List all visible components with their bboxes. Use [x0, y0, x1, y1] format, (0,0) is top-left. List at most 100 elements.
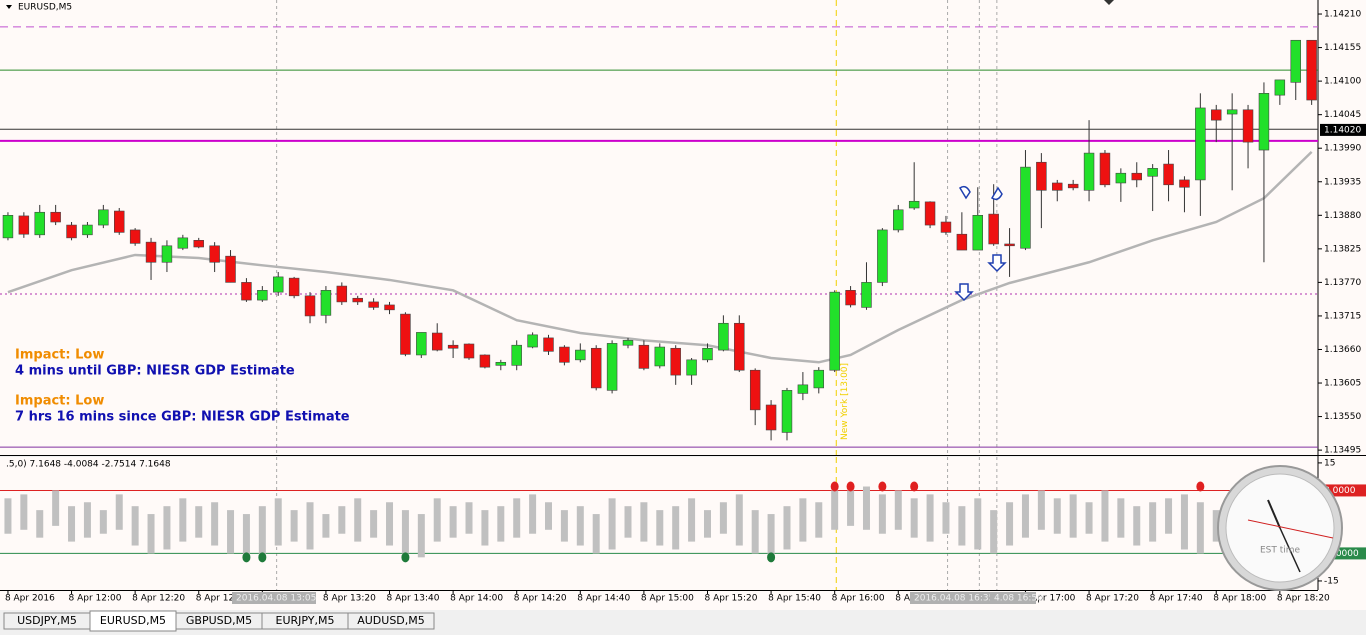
candle-body	[654, 346, 666, 367]
candle-body	[66, 224, 77, 239]
osc-bar	[878, 494, 886, 534]
cursor-label: 4.08 16:50	[994, 594, 1043, 604]
menu-triangle[interactable]	[6, 5, 12, 9]
osc-bar	[1069, 494, 1077, 538]
candle-body	[670, 347, 681, 376]
candle-body	[1195, 107, 1206, 181]
osc-signal	[1196, 481, 1205, 492]
clock-hand	[1279, 527, 1301, 573]
candle-body	[209, 245, 220, 263]
clock: EST time	[1217, 465, 1343, 591]
osc-bar	[20, 494, 28, 530]
osc-bar	[497, 506, 505, 542]
osc-signal	[401, 552, 410, 563]
candle-body	[447, 344, 459, 349]
clock-label: EST time	[1260, 546, 1301, 556]
candle-body	[288, 277, 300, 297]
candle-body	[1290, 39, 1301, 83]
tab-label[interactable]: GBPUSD,M5	[186, 614, 252, 627]
news-event: 4 mins until GBP: NIESR GDP Estimate	[15, 364, 295, 379]
osc-bar	[227, 510, 235, 554]
candle-body	[559, 346, 570, 363]
osc-bar	[52, 490, 60, 526]
cursor-label: 2016.04.08 13:05	[236, 594, 316, 604]
candle-body	[384, 304, 395, 311]
candle-body	[861, 282, 872, 308]
osc-bar	[322, 514, 330, 538]
osc-tick-label: 15	[1324, 458, 1335, 468]
candle-body	[1211, 109, 1222, 121]
candle-body	[749, 369, 761, 411]
osc-bar	[306, 502, 314, 550]
osc-bar	[354, 498, 362, 542]
axes-layer: 1.14210 1.14155 1.14100 1.14045 1.13990 1.139…	[5, 10, 1366, 604]
osc-bar	[1053, 498, 1061, 534]
candle-body	[972, 215, 983, 251]
cursor-label: 2016.04.08 16:35	[914, 594, 994, 604]
candle-body	[98, 209, 109, 226]
osc-signal	[878, 481, 887, 492]
osc-bar	[513, 498, 521, 538]
osc-bar	[83, 502, 91, 538]
candle-body	[1083, 152, 1095, 191]
y-tick-label: 1.14210	[1324, 10, 1361, 20]
osc-bar	[926, 494, 934, 542]
candle-body	[2, 215, 14, 239]
osc-signal	[910, 481, 919, 492]
osc-bar	[783, 506, 791, 550]
osc-bar	[624, 506, 632, 538]
cursor-box	[232, 592, 316, 604]
osc-bar	[608, 498, 616, 550]
x-tick-label: 8 Apr 18:20	[1277, 594, 1330, 604]
x-tick-label: 8 Apr 12:20	[132, 594, 185, 604]
x-tick-label: 8 Apr 14:40	[577, 594, 630, 604]
candle-body	[1258, 93, 1270, 151]
news-impact: Impact: Low	[15, 348, 104, 363]
osc-bar	[68, 506, 76, 542]
osc-bar	[465, 502, 473, 534]
candle-body	[622, 340, 634, 346]
marker	[1104, 0, 1114, 5]
y-tick-label: 1.13825	[1324, 244, 1361, 254]
tab-label[interactable]: EURJPY,M5	[276, 614, 335, 627]
candle-body	[225, 255, 236, 283]
candle-body	[924, 201, 936, 226]
y-tick-label: 1.13605	[1324, 379, 1361, 389]
osc-bar	[1149, 502, 1157, 542]
x-tick-label: 8 Apr 15:00	[641, 594, 694, 604]
x-tick-label: 8 Apr 13:40	[387, 594, 440, 604]
osc-bar	[163, 506, 171, 550]
osc-bar	[370, 510, 378, 538]
candle-body	[638, 344, 650, 369]
candle-body	[686, 359, 697, 376]
candle-body	[368, 301, 379, 308]
osc-bar	[942, 502, 950, 534]
osc-bar	[592, 514, 600, 554]
osc-bar	[147, 514, 155, 554]
y-tick-label: 1.13550	[1324, 412, 1361, 422]
osc-bar	[290, 510, 298, 542]
osc-bar	[656, 510, 664, 546]
tab-label[interactable]: USDJPY,M5	[17, 614, 77, 627]
osc-bar	[958, 506, 966, 546]
candle-body	[1131, 172, 1142, 181]
candle-body	[1242, 109, 1254, 143]
arrow-icon	[954, 283, 974, 302]
candle-body	[590, 347, 602, 389]
osc-bar	[1101, 490, 1109, 542]
tab-label[interactable]: AUDUSD,M5	[357, 614, 425, 627]
y-tick-label: 1.14045	[1324, 110, 1361, 120]
candle-body	[527, 334, 538, 348]
candle-body	[1274, 79, 1286, 96]
osc-bar	[719, 502, 727, 534]
tab-label[interactable]: EURUSD,M5	[100, 614, 166, 627]
x-tick-label: 8 Apr 12:40	[196, 594, 249, 604]
candle-body	[50, 211, 61, 223]
candle-body	[702, 347, 713, 361]
osc-bar	[831, 490, 839, 530]
osc-bar	[576, 506, 584, 546]
candle-body	[1179, 179, 1190, 188]
tab[interactable]	[347, 612, 435, 630]
osc-bar	[433, 498, 441, 542]
candle-body	[336, 285, 348, 303]
